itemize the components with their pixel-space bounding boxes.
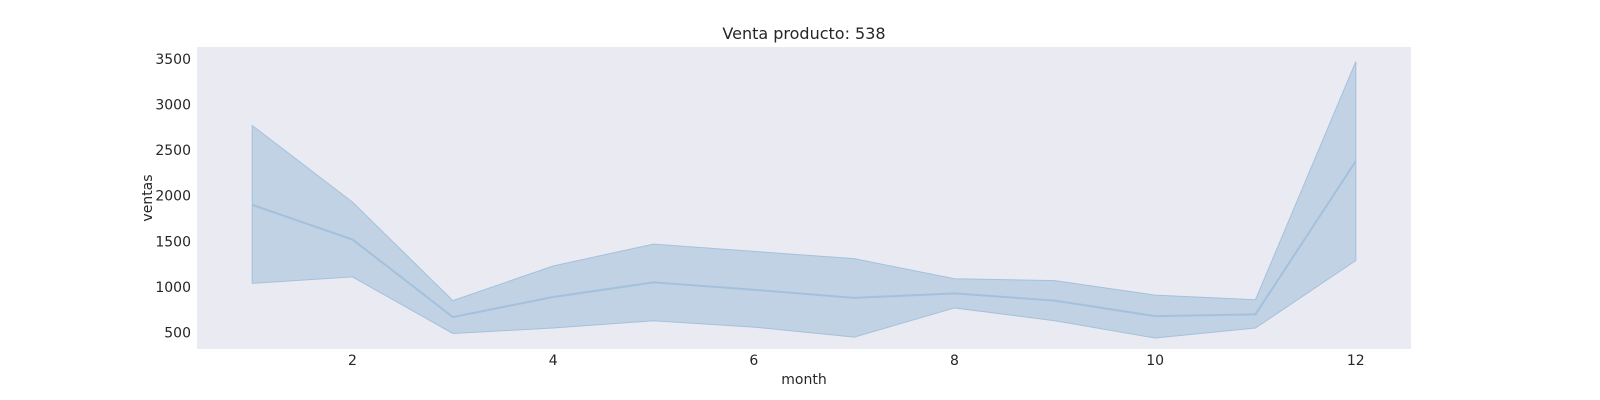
y-tick-label: 3500 <box>155 52 191 68</box>
confidence-band <box>251 61 1357 339</box>
y-tick-label: 1000 <box>155 280 191 296</box>
x-tick-label: 6 <box>749 353 758 369</box>
x-tick-label: 10 <box>1146 353 1164 369</box>
series-line <box>251 160 1357 319</box>
x-tick-label: 2 <box>348 353 357 369</box>
y-axis-label: ventas <box>140 174 156 221</box>
y-tick-label: 3000 <box>155 97 191 113</box>
chart-title: Venta producto: 538 <box>722 24 885 43</box>
x-tick-label: 4 <box>549 353 558 369</box>
y-tick-label: 2500 <box>155 143 191 159</box>
y-tick-label: 2000 <box>155 189 191 205</box>
y-tick-label: 500 <box>164 326 191 342</box>
y-tick-label: 1500 <box>155 234 191 250</box>
x-tick-label: 8 <box>950 353 959 369</box>
x-tick-label: 12 <box>1347 353 1365 369</box>
x-axis-label: month <box>781 372 826 388</box>
